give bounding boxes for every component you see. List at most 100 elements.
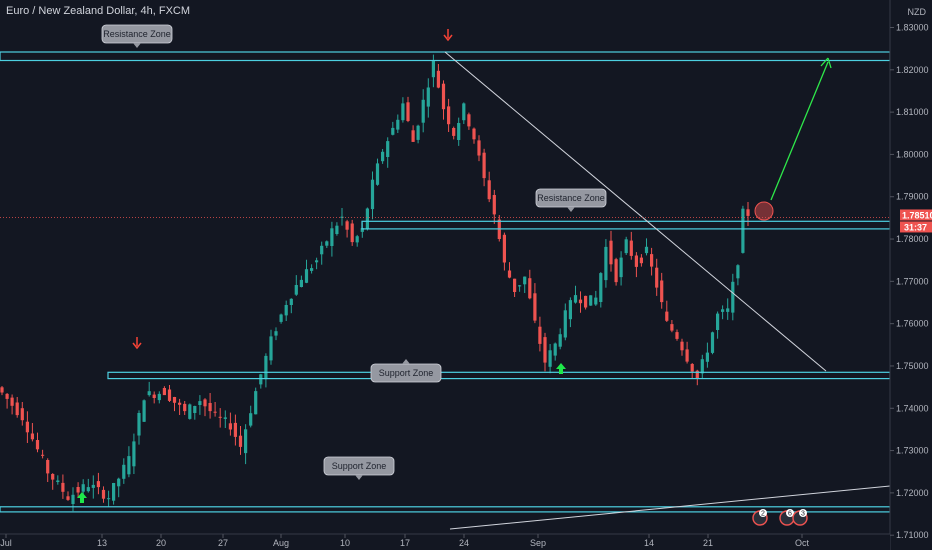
candle-body <box>660 280 664 303</box>
candle-body <box>345 221 349 230</box>
current-price-label: 1.78510 <box>902 210 932 220</box>
breakout-circle <box>754 201 774 221</box>
candle-body <box>86 487 90 492</box>
event-marker-count: 6 <box>788 511 792 518</box>
candle-body <box>122 464 126 479</box>
candle-body <box>578 299 583 304</box>
time-tick-label: 10 <box>340 538 350 548</box>
candle-body <box>594 297 598 305</box>
candle-body <box>5 393 9 399</box>
candle-body <box>294 285 298 295</box>
buy-marker-jul <box>77 492 87 503</box>
candle-body <box>71 494 75 504</box>
candle-body <box>254 391 258 415</box>
candle-body <box>269 336 273 361</box>
candle-body <box>538 326 542 344</box>
candle-body <box>289 298 293 305</box>
candle-body <box>639 257 643 264</box>
candle-body <box>330 228 334 246</box>
event-marker-badge <box>799 509 807 517</box>
candle-body <box>558 334 562 347</box>
candle-body <box>487 180 491 200</box>
candle-body <box>746 209 750 216</box>
price-tick-label: 1.79000 <box>896 192 929 202</box>
candle-body <box>619 257 623 278</box>
candle-body <box>137 413 141 436</box>
zone-label: Support Zone <box>379 368 434 378</box>
candle-body <box>563 310 567 338</box>
candle-body <box>233 422 237 437</box>
price-tick-label: 1.74000 <box>896 403 929 413</box>
candle-body <box>609 240 613 265</box>
candle-body <box>381 151 385 162</box>
candle-body <box>396 119 400 130</box>
candle-body <box>553 343 557 356</box>
buy-marker-sep <box>556 363 566 374</box>
candle-body <box>736 265 740 279</box>
candle-body <box>375 163 380 185</box>
candle-body <box>56 480 60 482</box>
time-tick-label: Jul <box>0 538 12 548</box>
candle-body <box>147 391 151 396</box>
price-tick-label: 1.80000 <box>896 149 929 159</box>
candle-body <box>710 332 715 353</box>
candle-body <box>172 397 177 403</box>
zone-label-pointer <box>133 43 141 48</box>
candle-body <box>51 474 55 480</box>
candle-body <box>726 308 730 312</box>
candle-body <box>370 179 375 210</box>
candle-body <box>274 331 278 336</box>
candle-body <box>680 341 684 351</box>
price-tick-label: 1.75000 <box>896 361 929 371</box>
candle-body <box>15 402 19 416</box>
candle-body <box>386 141 390 157</box>
time-tick-label: 20 <box>156 538 166 548</box>
sell-marker-left <box>132 337 142 350</box>
candle-body <box>629 240 633 256</box>
candle-body <box>741 208 745 253</box>
candle-body <box>264 355 268 380</box>
event-marker-badge <box>759 509 767 517</box>
candle-body <box>249 413 253 426</box>
time-tick-label: 13 <box>97 538 107 548</box>
zone-label-pointer <box>402 359 410 364</box>
candle-body <box>513 278 517 292</box>
marker-up-shape <box>556 363 566 374</box>
candle-body <box>528 278 532 299</box>
candle-body <box>650 254 654 267</box>
event-marker-count: 3 <box>801 511 805 518</box>
price-axis: 1.83000 1.82000 1.81000 1.80000 1.79000 1.780… <box>889 0 932 550</box>
time-tick-label: Aug <box>273 538 289 548</box>
candle-body <box>604 246 608 281</box>
candle-body <box>716 313 720 330</box>
candle-body <box>259 374 263 385</box>
candle-body <box>518 285 522 287</box>
candle-body <box>20 408 24 421</box>
candles <box>0 54 750 512</box>
countdown-label: 31:37 <box>904 222 927 232</box>
candle-body <box>391 127 395 135</box>
candle-body <box>589 295 593 306</box>
candle-body <box>426 87 430 107</box>
time-tick-label: 27 <box>218 538 228 548</box>
candle-body <box>46 460 50 474</box>
candle-body <box>213 411 217 413</box>
candle-body <box>335 225 339 234</box>
event-markers: 2 6 3 <box>752 509 808 526</box>
price-tick-label: 1.77000 <box>896 276 929 286</box>
candle-body <box>198 401 202 405</box>
candle-body <box>112 483 116 501</box>
candle-body <box>416 125 420 140</box>
candle-body <box>624 239 628 254</box>
candle-body <box>492 195 496 215</box>
projection-arrowhead <box>820 57 832 69</box>
projection-arrow <box>770 57 832 201</box>
candle-body <box>315 260 319 263</box>
candle-body <box>655 267 659 288</box>
candle-body <box>325 241 329 246</box>
zone-label: Support Zone <box>332 461 387 471</box>
candle-body <box>228 423 232 430</box>
candle-body <box>355 236 359 243</box>
